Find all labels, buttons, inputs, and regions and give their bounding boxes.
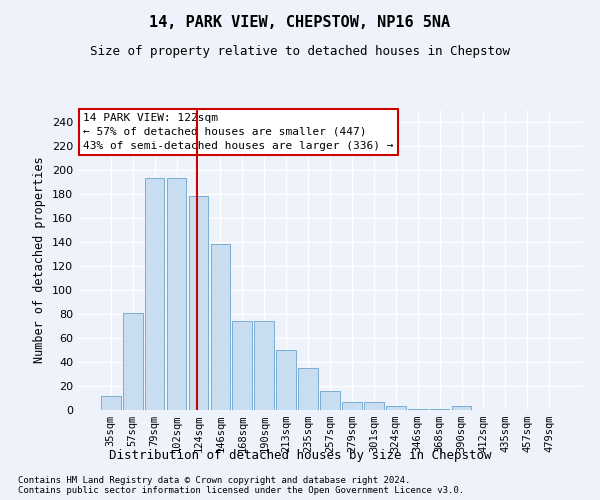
Text: 14 PARK VIEW: 122sqm
← 57% of detached houses are smaller (447)
43% of semi-deta: 14 PARK VIEW: 122sqm ← 57% of detached h… xyxy=(83,113,394,151)
Bar xyxy=(364,402,384,410)
Text: Contains HM Land Registry data © Crown copyright and database right 2024.
Contai: Contains HM Land Registry data © Crown c… xyxy=(18,476,464,495)
Bar xyxy=(276,350,296,410)
Bar xyxy=(298,368,318,410)
Bar xyxy=(211,244,230,410)
Bar xyxy=(430,409,449,410)
Bar xyxy=(123,313,143,410)
Bar xyxy=(167,178,187,410)
Y-axis label: Number of detached properties: Number of detached properties xyxy=(34,156,46,364)
Bar xyxy=(254,321,274,410)
Bar xyxy=(452,406,472,410)
Bar xyxy=(101,396,121,410)
Bar xyxy=(232,321,252,410)
Bar xyxy=(386,406,406,410)
Text: Distribution of detached houses by size in Chepstow: Distribution of detached houses by size … xyxy=(109,448,491,462)
Bar xyxy=(408,409,428,410)
Text: 14, PARK VIEW, CHEPSTOW, NP16 5NA: 14, PARK VIEW, CHEPSTOW, NP16 5NA xyxy=(149,15,451,30)
Text: Size of property relative to detached houses in Chepstow: Size of property relative to detached ho… xyxy=(90,45,510,58)
Bar xyxy=(145,178,164,410)
Bar xyxy=(320,391,340,410)
Bar xyxy=(342,402,362,410)
Bar xyxy=(188,196,208,410)
